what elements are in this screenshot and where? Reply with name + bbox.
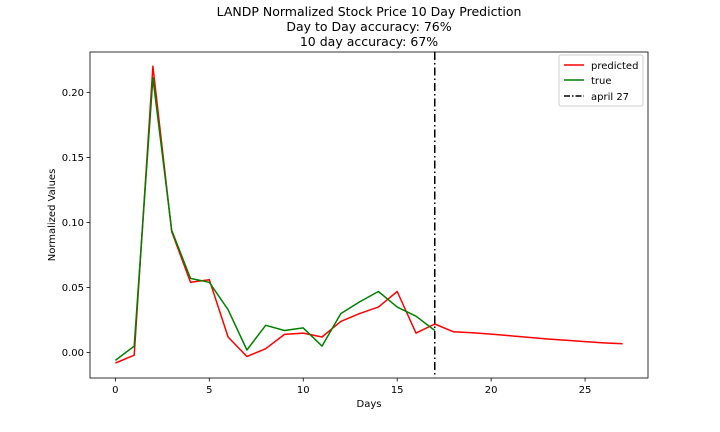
- x-axis-label: Days: [357, 399, 382, 410]
- x-tick-label-1: 5: [206, 385, 212, 396]
- x-tick-label-3: 15: [391, 385, 404, 396]
- y-tick-label-4: 0.20: [62, 88, 84, 99]
- chart-title-line-1: LANDP Normalized Stock Price 10 Day Pred…: [217, 4, 522, 19]
- legend-label-true: true: [591, 76, 612, 87]
- x-tick-label-4: 20: [485, 385, 498, 396]
- legend-label-predicted: predicted: [591, 61, 638, 72]
- x-tick-label-5: 25: [579, 385, 592, 396]
- chart-title-line-2: Day to Day accuracy: 76%: [286, 19, 451, 34]
- x-tick-label-0: 0: [112, 385, 118, 396]
- y-tick-label-3: 0.15: [62, 153, 84, 164]
- series-line-predicted: [115, 65, 623, 364]
- x-axis: 0 5 10 15 20 25: [112, 378, 591, 396]
- x-tick-label-2: 10: [297, 385, 310, 396]
- series-line-true: [114, 77, 436, 361]
- series-layer: [114, 52, 623, 378]
- legend: predicted true april 27: [558, 54, 644, 107]
- legend-box: [558, 54, 644, 107]
- y-axis: 0.00 0.05 0.10 0.15 0.20: [62, 88, 90, 359]
- y-axis-label: Normalized Values: [47, 169, 58, 262]
- y-tick-label-1: 0.05: [62, 283, 84, 294]
- chart-title-line-3: 10 day accuracy: 67%: [300, 34, 438, 49]
- plot-frame: [89, 51, 649, 379]
- legend-label-vline: april 27: [591, 92, 629, 103]
- y-tick-label-2: 0.10: [62, 218, 84, 229]
- chart-title: LANDP Normalized Stock Price 10 Day Pred…: [217, 4, 522, 49]
- y-tick-label-0: 0.00: [62, 348, 84, 359]
